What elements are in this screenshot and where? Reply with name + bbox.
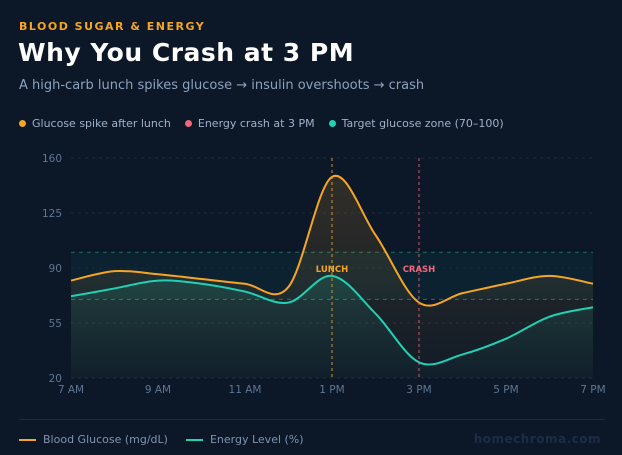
dot-icon [19,120,26,127]
x-tick-label: 1 PM [319,384,344,396]
dot-icon [328,120,336,127]
legend-label: Energy Level (%) [209,433,304,446]
legend-label: Glucose spike after lunch [32,117,171,130]
line-icon [185,438,203,441]
legend-label: Energy crash at 3 PM [197,117,315,130]
x-tick-label: 9 AM [145,384,171,396]
y-tick-label: 20 [49,373,62,385]
y-tick-label: 55 [49,318,62,330]
legend-label: Target glucose zone (70–100) [341,117,504,130]
legend-label: Blood Glucose (mg/dL) [43,433,168,446]
x-tick-label: 11 AM [229,384,262,396]
series-line [70,274,594,366]
line-icon [19,438,36,441]
y-tick-label: 160 [42,153,62,165]
dot-icon [184,120,192,127]
x-tick-label: 7 PM [580,384,605,396]
y-tick-label: 90 [49,263,62,275]
eyebrow: BLOOD SUGAR & ENERGY [19,20,206,33]
legend-item: Energy Level (%) [185,433,304,446]
subtitle: A high-carb lunch spikes glucose → insul… [19,78,425,93]
legend-item: Glucose spike after lunch [19,117,171,130]
y-tick-label: 125 [42,208,62,220]
page-title: Why You Crash at 3 PM [18,38,355,67]
bottom-legend: Blood Glucose (mg/dL) Energy Level (%) [19,433,304,446]
x-tick-label: 5 PM [493,384,518,396]
legend-item: Blood Glucose (mg/dL) [19,433,168,446]
x-tick-label: 7 AM [58,384,84,396]
legend-item: Target glucose zone (70–100) [328,117,504,130]
legend-item: Energy crash at 3 PM [184,117,315,130]
divider [19,419,605,420]
annotation-label: LUNCH [316,265,348,275]
x-tick-label: 3 PM [406,384,431,396]
brand-watermark: homechroma.com [473,432,601,446]
annotation-label: CRASH [403,265,436,275]
top-legend: Glucose spike after lunch Energy crash a… [19,117,504,130]
